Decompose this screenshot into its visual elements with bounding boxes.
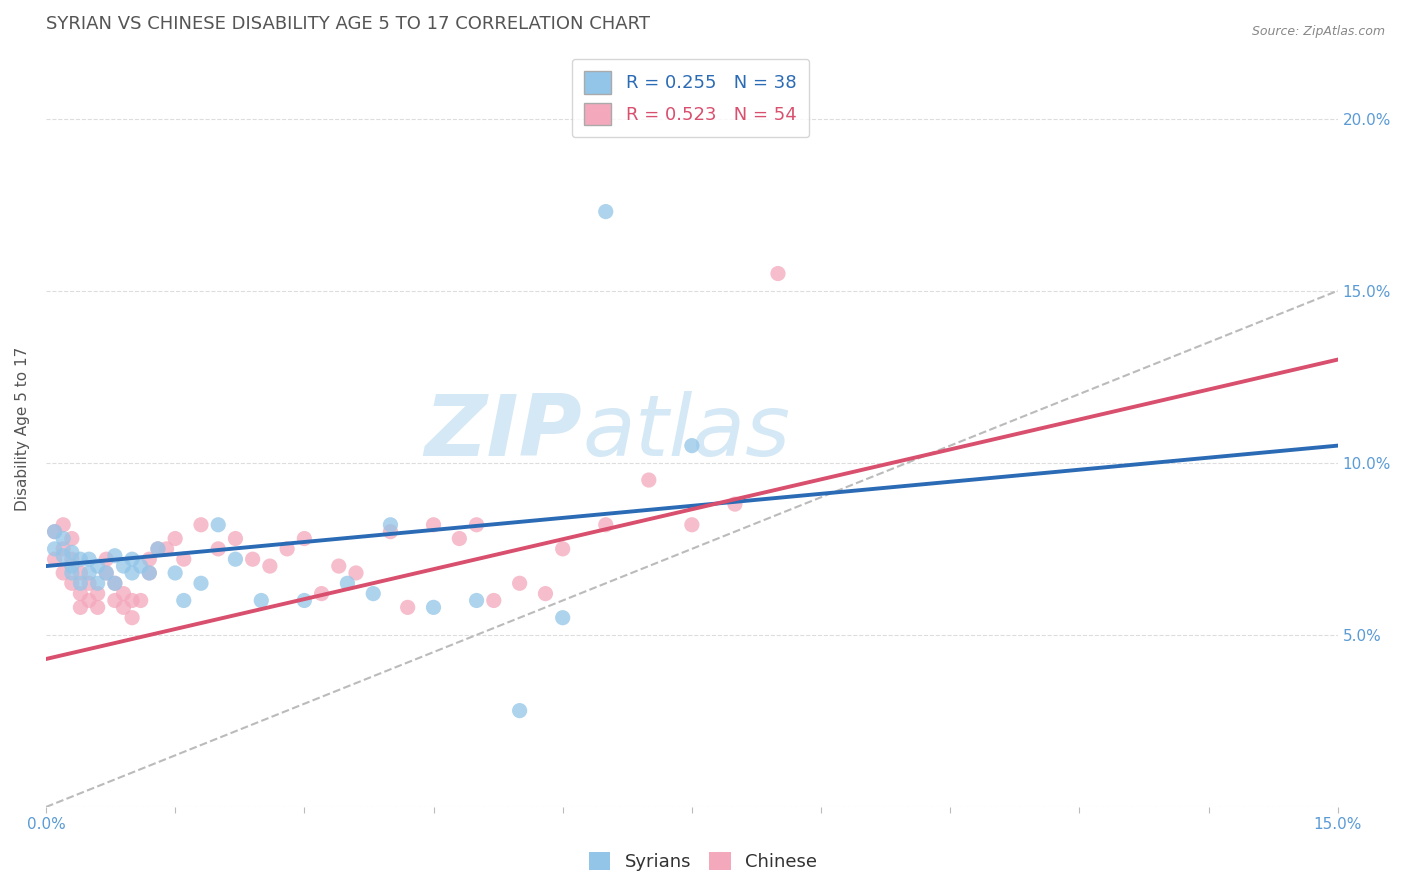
Point xyxy=(121,593,143,607)
Point xyxy=(112,600,135,615)
Point xyxy=(104,549,127,563)
Point xyxy=(509,704,531,718)
Point xyxy=(60,566,83,580)
Legend: Syrians, Chinese: Syrians, Chinese xyxy=(582,845,824,879)
Point xyxy=(69,552,91,566)
Point xyxy=(44,524,66,539)
Point xyxy=(595,204,617,219)
Point xyxy=(681,439,703,453)
Point xyxy=(52,541,75,556)
Point xyxy=(509,576,531,591)
Point xyxy=(396,600,419,615)
Point xyxy=(422,600,444,615)
Point xyxy=(328,559,350,574)
Point xyxy=(595,517,617,532)
Point xyxy=(165,566,187,580)
Point xyxy=(69,600,91,615)
Point xyxy=(60,552,83,566)
Point xyxy=(121,610,143,624)
Point xyxy=(250,593,273,607)
Y-axis label: Disability Age 5 to 17: Disability Age 5 to 17 xyxy=(15,346,30,510)
Point xyxy=(173,552,195,566)
Point xyxy=(534,586,557,600)
Point xyxy=(766,267,789,281)
Point xyxy=(112,586,135,600)
Text: ZIP: ZIP xyxy=(425,391,582,474)
Point xyxy=(155,541,177,556)
Point xyxy=(52,566,75,580)
Point xyxy=(138,566,160,580)
Point xyxy=(173,593,195,607)
Point xyxy=(207,541,229,556)
Legend: R = 0.255   N = 38, R = 0.523   N = 54: R = 0.255 N = 38, R = 0.523 N = 54 xyxy=(572,59,810,137)
Text: atlas: atlas xyxy=(582,391,790,474)
Point xyxy=(104,576,127,591)
Point xyxy=(361,586,384,600)
Point xyxy=(165,532,187,546)
Point xyxy=(86,586,108,600)
Point xyxy=(311,586,333,600)
Point xyxy=(207,517,229,532)
Point xyxy=(121,566,143,580)
Point xyxy=(96,566,118,580)
Point xyxy=(482,593,505,607)
Point xyxy=(86,600,108,615)
Point xyxy=(190,576,212,591)
Point xyxy=(104,576,127,591)
Point xyxy=(44,541,66,556)
Point xyxy=(52,517,75,532)
Point xyxy=(129,559,152,574)
Point xyxy=(336,576,359,591)
Point xyxy=(44,552,66,566)
Point xyxy=(104,593,127,607)
Point xyxy=(60,559,83,574)
Point xyxy=(52,532,75,546)
Point xyxy=(380,517,402,532)
Point xyxy=(60,576,83,591)
Point xyxy=(44,524,66,539)
Point xyxy=(292,593,315,607)
Point xyxy=(724,497,747,511)
Point xyxy=(242,552,264,566)
Point xyxy=(69,586,91,600)
Point xyxy=(224,552,246,566)
Text: Source: ZipAtlas.com: Source: ZipAtlas.com xyxy=(1251,25,1385,38)
Point xyxy=(121,552,143,566)
Point xyxy=(465,593,488,607)
Text: SYRIAN VS CHINESE DISABILITY AGE 5 TO 17 CORRELATION CHART: SYRIAN VS CHINESE DISABILITY AGE 5 TO 17… xyxy=(46,15,650,33)
Point xyxy=(112,559,135,574)
Point xyxy=(96,552,118,566)
Point xyxy=(449,532,471,546)
Point xyxy=(52,549,75,563)
Point xyxy=(551,541,574,556)
Point xyxy=(146,541,169,556)
Point xyxy=(276,541,298,556)
Point xyxy=(344,566,367,580)
Point xyxy=(77,593,100,607)
Point xyxy=(77,576,100,591)
Point xyxy=(60,545,83,559)
Point xyxy=(190,517,212,532)
Point xyxy=(129,593,152,607)
Point xyxy=(259,559,281,574)
Point xyxy=(465,517,488,532)
Point xyxy=(86,576,108,591)
Point xyxy=(637,473,659,487)
Point xyxy=(96,566,118,580)
Point xyxy=(551,610,574,624)
Point xyxy=(292,532,315,546)
Point xyxy=(86,559,108,574)
Point xyxy=(422,517,444,532)
Point xyxy=(681,517,703,532)
Point xyxy=(224,532,246,546)
Point xyxy=(77,552,100,566)
Point xyxy=(69,566,91,580)
Point xyxy=(138,552,160,566)
Point xyxy=(60,532,83,546)
Point xyxy=(138,566,160,580)
Point xyxy=(146,541,169,556)
Point xyxy=(69,576,91,591)
Point xyxy=(380,524,402,539)
Point xyxy=(77,566,100,580)
